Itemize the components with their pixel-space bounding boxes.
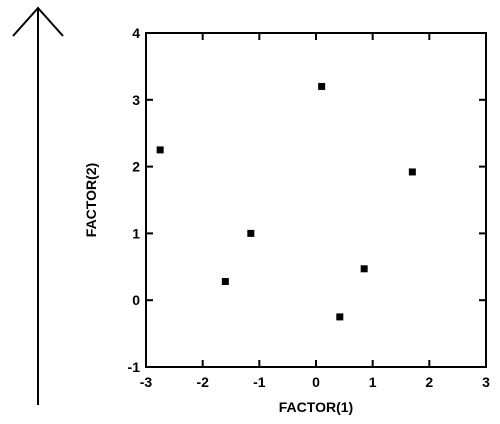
scatter-point	[360, 265, 368, 273]
plot-area	[145, 32, 487, 368]
scatter-point	[408, 168, 416, 176]
x-tick-label: 0	[312, 374, 320, 390]
scatter-point	[221, 277, 229, 285]
y-tick-label: 3	[132, 92, 140, 108]
y-tick-label: 2	[132, 159, 140, 175]
x-axis-ticks: -3 -2 -1 0 1 2 3	[140, 33, 490, 390]
scatter-point	[156, 146, 164, 154]
x-tick-label: 3	[482, 374, 490, 390]
scatter-point	[247, 229, 255, 237]
x-tick-label: -3	[140, 374, 153, 390]
x-tick-label: -2	[196, 374, 209, 390]
data-points	[156, 82, 416, 321]
x-tick-label: -1	[253, 374, 266, 390]
x-axis-title: FACTOR(1)	[279, 399, 353, 415]
scatter-point	[318, 82, 326, 90]
scatter-point	[336, 313, 344, 321]
x-tick-label: 2	[425, 374, 433, 390]
y-tick-label: 4	[132, 25, 140, 41]
x-tick-label: 1	[369, 374, 377, 390]
y-axis-ticks: -1 0 1 2 3 4	[128, 25, 486, 375]
y-tick-label: -1	[128, 359, 141, 375]
y-tick-label: 0	[132, 292, 140, 308]
y-axis-title: FACTOR(2)	[83, 163, 99, 237]
y-tick-label: 1	[132, 225, 140, 241]
up-arrow-icon	[12, 6, 64, 405]
